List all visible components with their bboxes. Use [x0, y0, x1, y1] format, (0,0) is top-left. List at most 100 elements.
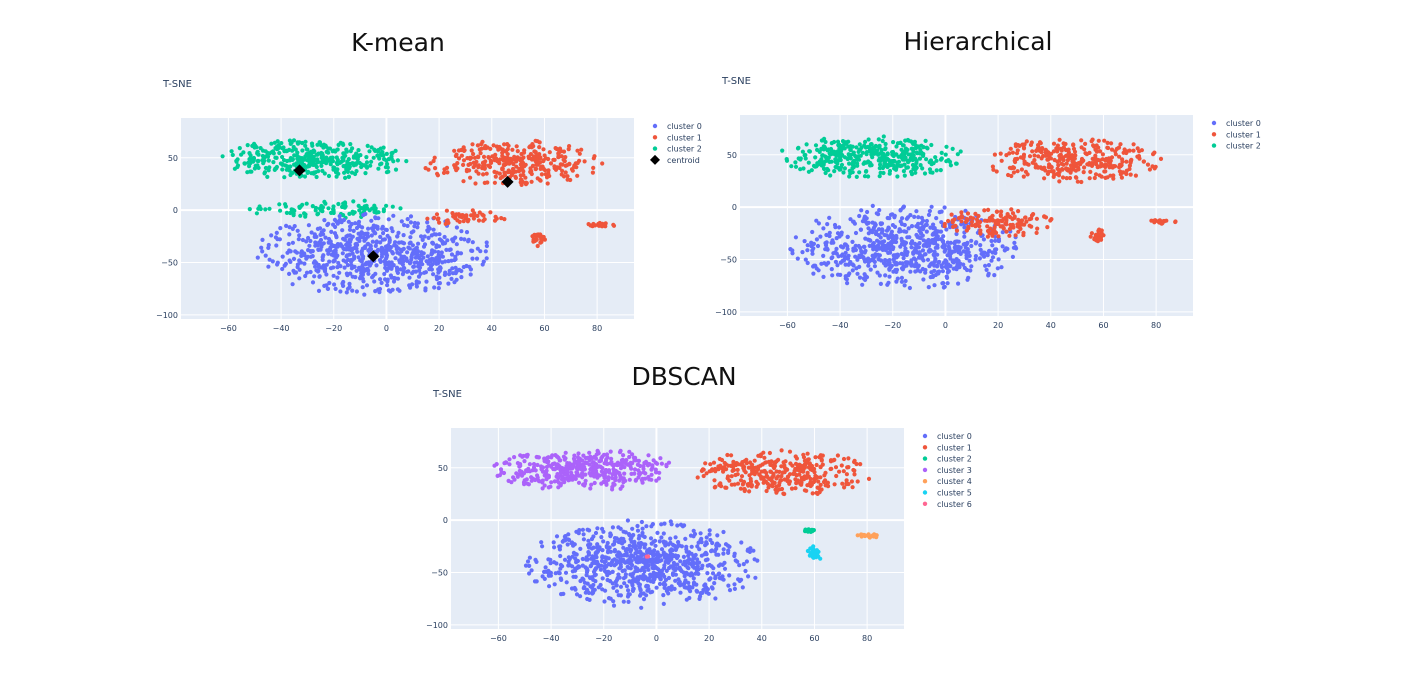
- legend-item[interactable]: cluster 3: [922, 466, 972, 475]
- data-point-cluster-1: [959, 219, 964, 224]
- data-point-cluster-1: [969, 219, 974, 225]
- data-point-cluster-0: [337, 270, 342, 275]
- data-point-cluster-2: [821, 147, 826, 152]
- data-point-cluster-2: [365, 143, 370, 148]
- data-point-cluster-1: [470, 208, 475, 213]
- data-point-cluster-2: [343, 201, 348, 206]
- data-point-cluster-1: [1093, 172, 1099, 177]
- data-point-cluster-0: [556, 570, 561, 575]
- data-point-cluster-0: [916, 263, 921, 268]
- data-point-cluster-2: [309, 171, 314, 176]
- data-point-cluster-1: [534, 232, 539, 237]
- data-point-cluster-0: [412, 220, 417, 226]
- legend-item[interactable]: cluster 0: [922, 432, 972, 441]
- data-point-cluster-1: [1012, 214, 1017, 219]
- legend-item[interactable]: cluster 2: [922, 455, 972, 464]
- data-point-cluster-2: [373, 148, 378, 153]
- data-point-cluster-1: [799, 478, 804, 483]
- data-point-cluster-0: [631, 578, 636, 583]
- data-point-cluster-0: [602, 564, 607, 569]
- data-point-cluster-1: [1092, 237, 1097, 242]
- data-point-cluster-0: [580, 527, 585, 532]
- data-point-cluster-0: [999, 265, 1004, 270]
- data-point-cluster-0: [848, 259, 853, 265]
- legend-item[interactable]: cluster 6: [922, 500, 972, 509]
- data-point-cluster-1: [1064, 161, 1069, 166]
- data-point-cluster-1: [1124, 159, 1129, 164]
- data-point-cluster-3: [594, 452, 599, 457]
- data-point-cluster-0: [667, 554, 672, 559]
- data-point-cluster-0: [451, 239, 456, 244]
- data-point-cluster-0: [329, 229, 334, 234]
- data-point-cluster-3: [556, 480, 561, 485]
- data-point-cluster-0: [874, 211, 879, 216]
- data-point-cluster-2: [804, 142, 809, 147]
- legend-item[interactable]: cluster 5: [922, 489, 972, 498]
- legend-item[interactable]: cluster 1: [652, 133, 702, 142]
- data-point-cluster-2: [364, 203, 369, 208]
- data-point-cluster-0: [574, 560, 579, 565]
- data-point-cluster-0: [547, 584, 552, 589]
- data-point-cluster-0: [405, 223, 410, 228]
- data-point-cluster-3: [514, 471, 519, 476]
- data-point-cluster-1: [797, 472, 802, 477]
- legend-item[interactable]: cluster 2: [652, 145, 702, 154]
- legend-item[interactable]: cluster 1: [922, 443, 972, 452]
- data-point-cluster-0: [855, 271, 860, 276]
- y-tick-label: −100: [426, 621, 448, 630]
- data-point-cluster-0: [626, 532, 632, 537]
- data-point-cluster-1: [834, 473, 839, 479]
- legend-item[interactable]: cluster 0: [652, 122, 702, 131]
- data-point-cluster-2: [946, 158, 951, 163]
- data-point-cluster-0: [1012, 240, 1017, 245]
- data-point-cluster-0: [645, 550, 650, 555]
- data-point-cluster-1: [472, 155, 477, 160]
- data-point-cluster-0: [655, 550, 660, 555]
- data-point-cluster-0: [360, 225, 365, 230]
- data-point-cluster-0: [981, 237, 986, 242]
- data-point-cluster-3: [533, 468, 538, 473]
- data-point-cluster-0: [898, 244, 903, 249]
- data-point-cluster-0: [587, 575, 592, 580]
- data-point-cluster-0: [700, 590, 705, 595]
- data-point-cluster-0: [827, 233, 832, 239]
- data-point-cluster-0: [670, 572, 676, 577]
- data-point-cluster-0: [299, 249, 304, 254]
- data-point-cluster-0: [715, 533, 720, 538]
- data-point-cluster-3: [627, 454, 632, 460]
- data-point-cluster-0: [903, 240, 909, 245]
- data-point-cluster-1: [743, 470, 748, 475]
- data-point-cluster-0: [862, 214, 867, 219]
- x-tick-label: 40: [757, 634, 767, 643]
- data-point-cluster-2: [868, 160, 873, 166]
- data-point-cluster-2: [793, 164, 799, 169]
- data-point-cluster-0: [933, 245, 938, 250]
- data-point-cluster-0: [886, 226, 891, 231]
- data-point-cluster-0: [865, 221, 870, 226]
- data-point-cluster-1: [1072, 149, 1078, 154]
- data-point-cluster-0: [867, 238, 872, 243]
- legend-label: cluster 0: [1226, 119, 1261, 128]
- data-point-cluster-0: [646, 587, 651, 592]
- legend-item[interactable]: centroid: [650, 154, 700, 165]
- data-point-cluster-3: [589, 482, 594, 487]
- legend-item[interactable]: cluster 0: [1211, 119, 1261, 128]
- data-point-cluster-0: [385, 266, 391, 271]
- legend-item[interactable]: cluster 2: [1211, 142, 1261, 151]
- data-point-cluster-0: [1013, 244, 1018, 250]
- data-point-cluster-2: [381, 145, 386, 150]
- data-point-cluster-2: [823, 139, 828, 145]
- data-point-cluster-0: [890, 223, 895, 228]
- data-point-cluster-1: [461, 179, 466, 184]
- data-point-cluster-1: [1128, 160, 1133, 165]
- data-point-cluster-0: [644, 583, 649, 588]
- legend-item[interactable]: cluster 4: [922, 477, 972, 486]
- data-point-cluster-0: [861, 276, 866, 281]
- data-point-cluster-1: [1011, 170, 1016, 175]
- legend-marker: [652, 135, 658, 140]
- legend-item[interactable]: cluster 1: [1211, 130, 1261, 139]
- data-point-cluster-2: [279, 141, 284, 146]
- data-point-cluster-1: [538, 178, 543, 183]
